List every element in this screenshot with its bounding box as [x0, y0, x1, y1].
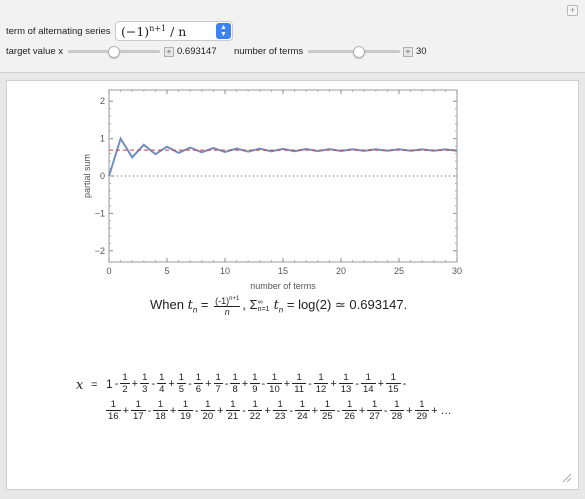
control-panel: + term of alternating series (−1)n+1 / n… — [0, 0, 585, 73]
terms-label: number of terms — [234, 46, 304, 57]
fraction-term: 1 19 — [178, 399, 193, 422]
fraction-term: 1 24 — [295, 399, 310, 422]
equation-x: x — [76, 378, 84, 393]
sign-operator: + — [205, 377, 212, 390]
terms-value: 30 — [416, 46, 427, 57]
fraction-term: 1 10 — [267, 372, 282, 395]
fraction-term: 1 28 — [389, 399, 405, 422]
sign-operator: + — [169, 404, 177, 417]
fraction-term: 1 13 — [338, 372, 354, 395]
sign-operator: - — [151, 377, 156, 390]
sign-operator: + — [131, 377, 139, 390]
sign-operator: + — [406, 404, 413, 417]
terms-slider-thumb[interactable] — [352, 46, 365, 58]
fraction-term: 1 25 — [320, 399, 335, 422]
sign-operator: - — [308, 377, 312, 390]
sign-operator: + — [168, 377, 175, 390]
sign-operator: - — [402, 377, 407, 390]
target-plus-icon[interactable]: + — [164, 47, 174, 57]
sign-operator: - — [194, 404, 199, 417]
resize-grip-icon[interactable] — [562, 473, 572, 483]
sign-operator: - — [242, 404, 246, 417]
chevron-updown-icon: ▲ ▼ — [216, 23, 231, 39]
sign-operator: - — [336, 404, 341, 417]
fraction-term: 1 15 — [386, 372, 401, 395]
sign-operator: + — [264, 404, 271, 417]
fraction-term: 1 26 — [342, 399, 357, 422]
sign-operator: - — [114, 377, 119, 390]
fraction-term: 1 16 — [106, 399, 121, 422]
sign-operator: - — [188, 377, 192, 390]
sign-operator: + — [330, 377, 337, 390]
series-select[interactable]: (−1)n+1 / n ▲ ▼ — [115, 21, 233, 41]
sign-operator: + — [122, 404, 130, 417]
equation-equals: = — [91, 379, 98, 391]
sign-operator: - — [355, 377, 359, 390]
fraction-term: 1 29 — [414, 399, 430, 422]
sign-operator: - — [147, 404, 152, 417]
target-slider-thumb[interactable] — [108, 46, 120, 58]
fraction-term: 1 20 — [200, 399, 216, 422]
target-value: 0.693147 — [177, 46, 217, 57]
equation-line-2: 1 16 +1 17-1 18 +1 19-1 20 +1 21-1 22 +1 23-1 24 +1 25-… — [106, 399, 454, 422]
series-select-value: (−1)n+1 / n — [121, 24, 187, 40]
equation-line-1: 1-1 2 +1 3-1 4 +1 5-1 6 +1 7-1 8 +1 9-1 10 +1 11-1 12 +1 1… — [106, 372, 408, 395]
sign-operator: + … — [431, 404, 452, 417]
expand-icon[interactable]: + — [567, 5, 578, 16]
sign-operator: + — [217, 404, 224, 417]
fraction-term: 1 21 — [225, 399, 241, 422]
caption: When tn = (-1)n+1 n, Σ ∞ n=1 tn = log(2) ≃ … — [150, 296, 408, 317]
leading-one: 1 — [106, 376, 113, 391]
series-label: term of alternating series — [6, 26, 111, 37]
sign-operator: + — [283, 377, 291, 390]
sign-operator: - — [224, 377, 229, 390]
fraction-term: 1 14 — [361, 372, 376, 395]
fraction-term: 1 23 — [272, 399, 288, 422]
fraction-term: 1 27 — [367, 399, 382, 422]
fraction-term: 1 17 — [131, 399, 146, 422]
sign-operator: - — [289, 404, 294, 417]
sign-operator: + — [377, 377, 385, 390]
output-panel — [6, 80, 579, 490]
terms-plus-icon[interactable]: + — [403, 47, 413, 57]
sign-operator: - — [383, 404, 388, 417]
fraction-term: 1 11 — [292, 372, 307, 395]
sign-operator: + — [358, 404, 366, 417]
fraction-term: 1 12 — [313, 372, 329, 395]
sign-operator: + — [311, 404, 319, 417]
target-label: target value x — [6, 46, 64, 57]
sign-operator: + — [241, 377, 249, 390]
fraction-term: 1 18 — [153, 399, 168, 422]
sign-operator: - — [261, 377, 266, 390]
fraction-term: 1 22 — [247, 399, 263, 422]
